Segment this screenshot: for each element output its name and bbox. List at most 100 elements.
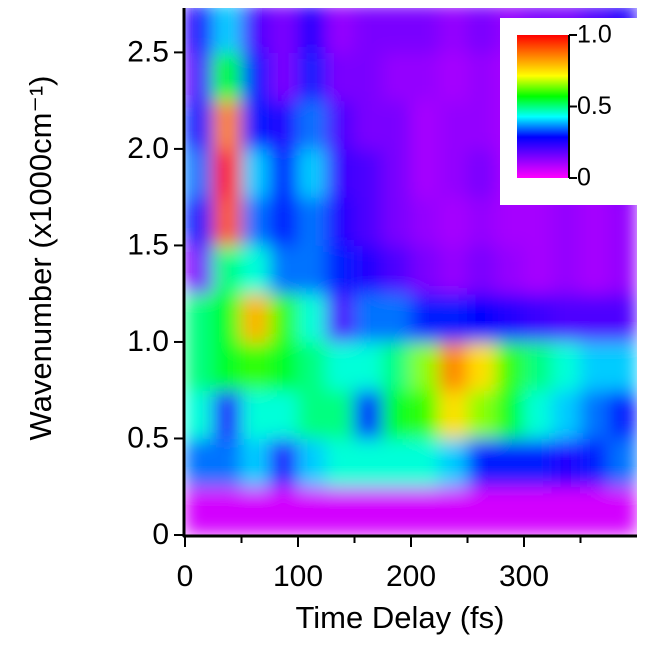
heatmap-cell xyxy=(354,389,384,439)
heatmap-cell xyxy=(523,437,553,488)
heatmap-cell xyxy=(495,437,525,488)
heatmap-cell xyxy=(269,8,299,53)
y-tick-label: 1.5 xyxy=(127,228,169,261)
heatmap-cell xyxy=(212,8,242,53)
heatmap-cell xyxy=(241,341,271,391)
heatmap-cell xyxy=(325,148,355,198)
heatmap-cell xyxy=(382,437,412,488)
colorbar-tick-label: 1.0 xyxy=(577,21,612,49)
heatmap-cell xyxy=(185,51,214,102)
heatmap-cell xyxy=(438,341,468,391)
y-axis-label: Wavenumber (x1000cm⁻¹) xyxy=(23,76,58,441)
heatmap-cell xyxy=(269,389,299,439)
heatmap-cell xyxy=(297,100,327,150)
y-tick-label: 0.5 xyxy=(127,421,169,454)
heatmap-cell xyxy=(410,244,440,295)
heatmap-cell xyxy=(495,293,525,343)
heatmap-cell xyxy=(382,100,412,150)
heatmap-cell xyxy=(212,486,242,535)
heatmap-cell xyxy=(495,341,525,391)
heatmap-cell xyxy=(382,389,412,439)
heatmap-cell xyxy=(212,148,242,198)
heatmap-cell xyxy=(467,148,497,198)
heatmap-cell xyxy=(410,148,440,198)
heatmap-cell xyxy=(382,486,412,535)
heatmap-cell xyxy=(608,389,637,439)
heatmap-cell xyxy=(467,437,497,488)
heatmap-cell xyxy=(185,437,214,488)
heatmap-cell xyxy=(580,389,610,439)
heatmap-cell xyxy=(185,148,214,198)
heatmap-cell xyxy=(212,389,242,439)
heatmap-cell xyxy=(467,293,497,343)
heatmap-cell xyxy=(438,437,468,488)
heatmap-cell xyxy=(354,51,384,102)
x-tick-label: 100 xyxy=(273,560,323,593)
heatmap-cell xyxy=(354,8,384,53)
heatmap-cell xyxy=(551,341,581,391)
heatmap-cell xyxy=(325,244,355,295)
heatmap-cell xyxy=(580,341,610,391)
colorbar-tick-label: 0 xyxy=(577,164,591,192)
heatmap-cell xyxy=(269,148,299,198)
heatmap-cell xyxy=(297,486,327,535)
heatmap-cell xyxy=(185,244,214,295)
heatmap-cell xyxy=(185,341,214,391)
heatmap-cell xyxy=(354,341,384,391)
heatmap-cell xyxy=(325,389,355,439)
heatmap-cell xyxy=(523,341,553,391)
colorbar-gradient xyxy=(517,35,568,178)
heatmap-cell xyxy=(495,244,525,295)
heatmap-cell xyxy=(241,196,271,246)
heatmap-cell xyxy=(580,293,610,343)
heatmap-cell xyxy=(185,293,214,343)
heatmap-cell xyxy=(269,244,299,295)
heatmap-cell xyxy=(269,100,299,150)
heatmap-cell xyxy=(354,100,384,150)
heatmap-cell xyxy=(212,196,242,246)
heatmap-cell xyxy=(438,196,468,246)
axes: 0 0.5 1.0 1.5 2.0 2.5 0 100 200 300 xyxy=(127,8,637,593)
heatmap-cell xyxy=(269,486,299,535)
y-tick-label: 2.5 xyxy=(127,35,169,68)
heatmap-cell xyxy=(212,293,242,343)
heatmap-cell xyxy=(297,389,327,439)
heatmap-cell xyxy=(495,486,525,535)
heatmap-cell xyxy=(467,341,497,391)
heatmap-cell xyxy=(438,389,468,439)
heatmap-cell xyxy=(269,196,299,246)
y-tick-label: 1.0 xyxy=(127,325,169,358)
heatmap-cell xyxy=(297,244,327,295)
heatmap-cell xyxy=(551,389,581,439)
heatmap-cell xyxy=(410,196,440,246)
heatmap-cell xyxy=(410,100,440,150)
heatmap-cell xyxy=(410,389,440,439)
heatmap-cell xyxy=(212,100,242,150)
heatmap-cell xyxy=(241,8,271,53)
heatmap-cell xyxy=(608,437,637,488)
heatmap-cell xyxy=(382,244,412,295)
heatmap-cell xyxy=(523,486,553,535)
heatmap-cell xyxy=(354,196,384,246)
y-tick-label: 0 xyxy=(152,518,169,551)
heatmap-cell xyxy=(241,148,271,198)
heatmap-cell xyxy=(325,293,355,343)
heatmap-cell xyxy=(212,437,242,488)
heatmap-cell xyxy=(241,244,271,295)
heatmap-cell xyxy=(523,244,553,295)
colorbar-tick-label: 0.5 xyxy=(577,92,612,120)
x-axis-label: Time Delay (fs) xyxy=(296,600,505,635)
heatmap-cell xyxy=(382,341,412,391)
heatmap-cell xyxy=(212,244,242,295)
heatmap-cell xyxy=(438,486,468,535)
heatmap-cell xyxy=(551,486,581,535)
heatmap-cell xyxy=(269,51,299,102)
heatmap-cell xyxy=(185,196,214,246)
heatmap-cell xyxy=(410,437,440,488)
heatmap-cell xyxy=(608,293,637,343)
heatmap-cell xyxy=(297,437,327,488)
heatmap-cell xyxy=(241,389,271,439)
heatmap-cell xyxy=(185,100,214,150)
heatmap-cell xyxy=(325,196,355,246)
heatmap-cell xyxy=(297,341,327,391)
